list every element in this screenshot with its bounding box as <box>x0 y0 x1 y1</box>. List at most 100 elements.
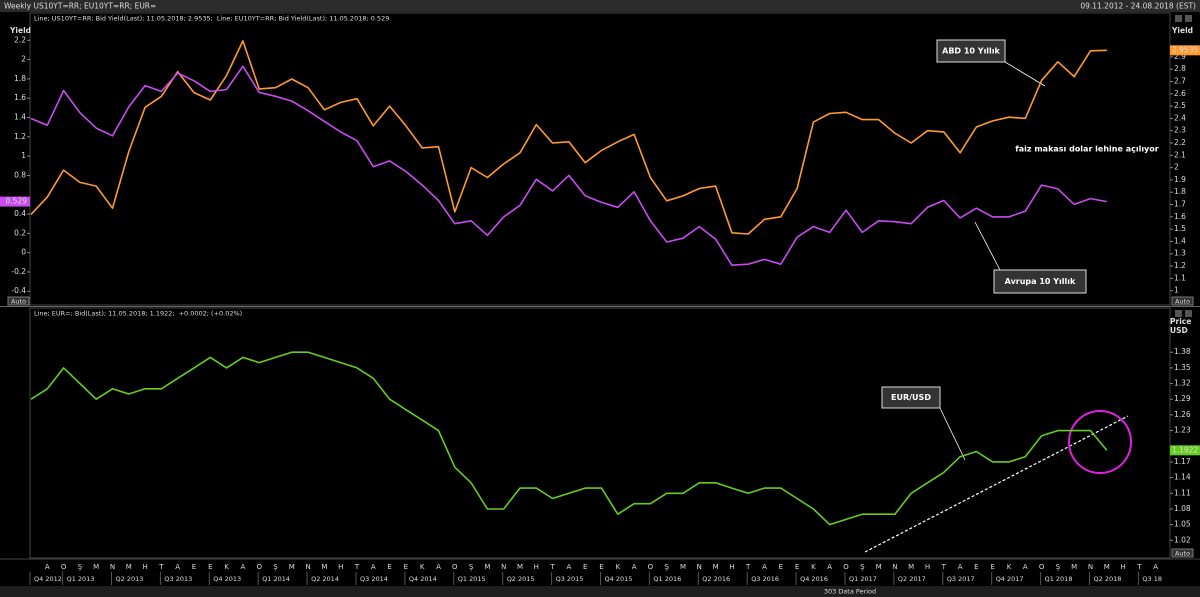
x-tick-label: E <box>583 563 587 571</box>
x-tick-label: E <box>974 563 978 571</box>
auto-button[interactable] <box>7 296 30 306</box>
last-value-label: 2.9535 <box>1172 45 1198 54</box>
top-panel-frame <box>29 12 1171 306</box>
y2-tick-label: 2.8 <box>1174 64 1186 73</box>
y-tick-label: 0 <box>21 248 26 257</box>
quarter-label: Q1 2014 <box>262 575 290 583</box>
quarter-label: Q4 2017 <box>996 575 1024 583</box>
x-tick-label: A <box>958 563 963 571</box>
series-line <box>30 351 1108 526</box>
y2-tick-label: 2.4 <box>1174 113 1186 122</box>
quarter-label: Q2 2013 <box>116 575 144 583</box>
annotation-connector <box>1004 61 1046 87</box>
x-tick-label: A <box>45 563 50 571</box>
annotation: Avrupa 10 Yıllık <box>1005 277 1076 286</box>
quarter-label: Q2 2017 <box>898 575 926 583</box>
x-tick-label: E <box>779 563 783 571</box>
x-tick-label: M <box>713 563 719 571</box>
header-range: 09.11.2012 - 24.08.2018 (EST) <box>1080 2 1196 11</box>
quarter-label: Q3 2017 <box>947 575 975 583</box>
series-line <box>30 40 1107 235</box>
x-tick-label: E <box>404 563 408 571</box>
x-tick-label: Ş <box>469 563 474 571</box>
quarter-label: Q3 18 <box>1142 575 1162 583</box>
trend-line <box>864 415 1129 553</box>
y2-tick-label: 1.35 <box>1174 363 1191 372</box>
y-tick-label: 1.8 <box>14 74 26 83</box>
quarter-label: Q1 2017 <box>849 575 877 583</box>
x-tick-label: M <box>484 563 490 571</box>
x-tick-label: H <box>142 563 147 571</box>
auto-label[interactable]: Auto <box>11 298 26 306</box>
y2-tick-label: 1.5 <box>1174 224 1186 233</box>
x-tick-label: H <box>338 563 343 571</box>
y-tick-label: 2 <box>21 55 26 64</box>
x-tick-label: N <box>501 563 506 571</box>
y2-tick-label: 1.1 <box>1174 273 1186 282</box>
x-tick-label: M <box>680 563 686 571</box>
annotation-connector <box>939 407 966 461</box>
y2-tick-label: 1.02 <box>1174 535 1191 544</box>
last-value-label: 1.1922 <box>1172 445 1198 454</box>
auto-button[interactable] <box>1171 296 1194 306</box>
x-tick-label: A <box>436 563 441 571</box>
auto-label[interactable]: Auto <box>1175 550 1190 558</box>
y2-tick-label: 2.6 <box>1174 89 1186 98</box>
quarter-label: Q3 2016 <box>751 575 779 583</box>
annotation-connector <box>974 221 1001 271</box>
x-tick-label: Ş <box>664 563 669 571</box>
y-tick-label: 0.8 <box>14 170 26 179</box>
x-tick-label: Ş <box>78 563 83 571</box>
legend-change: +0.0002; (+0.02%) <box>179 310 243 318</box>
y2-tick-label: 1.05 <box>1174 520 1191 529</box>
annotation: EUR/USD <box>891 393 931 402</box>
quarter-label: Q1 2016 <box>653 575 681 583</box>
panel-close[interactable] <box>1185 15 1192 22</box>
quarter-label: Q4 2014 <box>409 575 437 583</box>
x-tick-label: T <box>1136 563 1142 571</box>
x-tick-label: E <box>990 563 994 571</box>
quarter-label: Q1 2018 <box>1045 575 1073 583</box>
auto-label[interactable]: Auto <box>1175 298 1190 306</box>
x-tick-label: T <box>549 563 555 571</box>
x-tick-label: Ş <box>860 563 865 571</box>
panel-close[interactable] <box>1185 310 1192 317</box>
x-tick-label: A <box>371 563 376 571</box>
y-axis-title: Yield <box>9 26 31 35</box>
auto-button[interactable] <box>1171 548 1194 558</box>
y2-axis-title: Price USD <box>1170 317 1192 335</box>
x-tick-label: M <box>1071 563 1077 571</box>
y-tick-label: 1.6 <box>14 93 26 102</box>
x-tick-label: K <box>811 563 816 571</box>
y2-tick-label: 1.17 <box>1174 457 1191 466</box>
x-tick-label: E <box>599 563 603 571</box>
x-tick-label: N <box>892 563 897 571</box>
y2-tick-label: 1.6 <box>1174 212 1186 221</box>
annotation-box <box>993 269 1087 294</box>
y2-tick-label: 2 <box>1174 163 1179 172</box>
panel-icon[interactable] <box>1175 15 1182 22</box>
y2-tick-label: 2.5 <box>1174 101 1186 110</box>
bottom-panel-frame <box>29 307 1171 559</box>
y2-tick-label: 1.23 <box>1174 426 1191 435</box>
annotation-box <box>881 386 941 409</box>
panel-icon[interactable] <box>1175 310 1182 317</box>
x-tick-label: N <box>110 563 115 571</box>
y2-tick-label: 1 <box>1174 286 1179 295</box>
x-tick-label: E <box>208 563 212 571</box>
quarter-label: Q4 2016 <box>800 575 828 583</box>
y2-tick-label: 1.29 <box>1174 394 1191 403</box>
legend-entry: Line; US10YT=RR; Bid Yield(Last); 11.05.… <box>34 15 213 23</box>
y-tick-label: 1.4 <box>14 112 26 121</box>
quarter-label: Q1 2015 <box>458 575 486 583</box>
footer-label: 303 Data Period <box>824 588 876 596</box>
footer-bar <box>0 586 1200 597</box>
x-tick-label: K <box>1007 563 1012 571</box>
quarter-label: Q2 2014 <box>311 575 339 583</box>
x-tick-label: M <box>289 563 295 571</box>
x-tick-label: A <box>1153 563 1158 571</box>
quarter-label: Q3 2014 <box>360 575 388 583</box>
legend-entry: Line; EU10YT=RR; Bid Yield(Last); 11.05.… <box>217 15 390 23</box>
x-tick-label: T <box>354 563 360 571</box>
x-tick-label: A <box>827 563 832 571</box>
